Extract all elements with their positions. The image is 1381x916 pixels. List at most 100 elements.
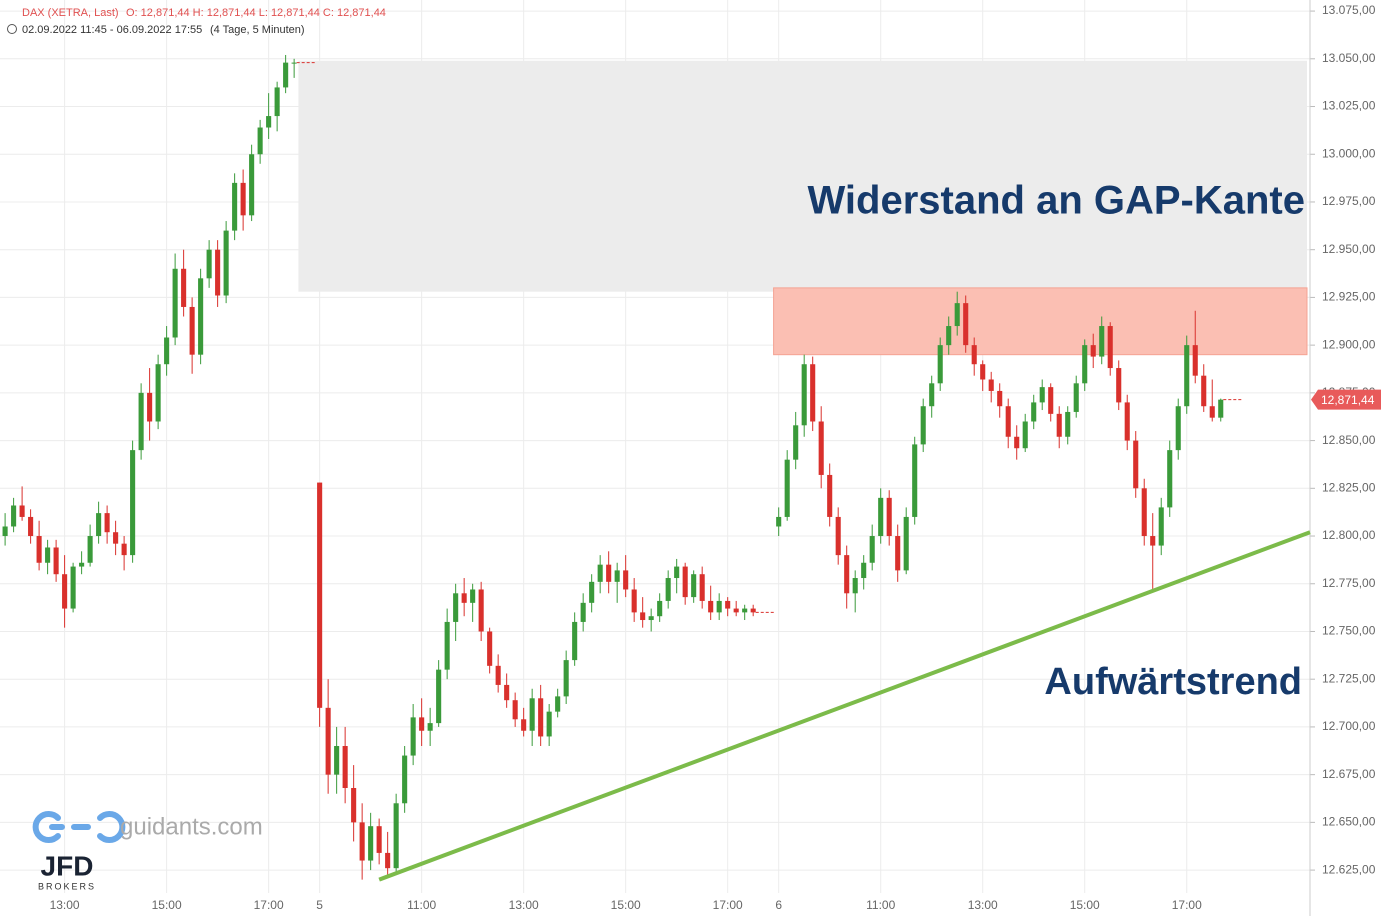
candle-body — [1082, 345, 1088, 384]
candle-body — [376, 826, 382, 853]
candle-body — [291, 62, 297, 64]
candle-body — [937, 345, 943, 384]
candle-body — [563, 660, 569, 697]
candle-body — [470, 589, 476, 603]
candle-body — [1141, 488, 1147, 537]
y-tick-label: 12.750,00 — [1322, 624, 1376, 638]
candle-body — [844, 555, 850, 594]
candle-body — [538, 698, 544, 737]
header-range: 02.09.2022 11:45 - 06.09.2022 17:55 — [22, 24, 202, 36]
candle-body — [104, 513, 110, 533]
candle-body — [53, 547, 59, 575]
candle-body — [835, 516, 841, 556]
x-tick-label: 17:00 — [1172, 898, 1202, 912]
candle-body — [521, 719, 527, 731]
candle-body — [614, 570, 620, 582]
candle-body — [869, 536, 875, 563]
candle-body — [461, 593, 467, 603]
candle-body — [206, 249, 212, 279]
candle-body — [1175, 406, 1181, 451]
y-tick-label: 12.700,00 — [1322, 719, 1376, 733]
candle-body — [1048, 387, 1054, 414]
candle-body — [427, 723, 433, 731]
zone — [298, 60, 1307, 292]
candle-body — [716, 600, 722, 613]
y-tick-label: 13.075,00 — [1322, 3, 1376, 17]
candle-body — [1099, 326, 1105, 357]
candle-body — [164, 337, 170, 365]
candle-body — [1167, 450, 1173, 508]
candle-body — [886, 497, 892, 537]
candle-body — [988, 379, 994, 391]
x-tick-label: 5 — [316, 898, 323, 912]
candle-body — [487, 631, 493, 666]
y-tick-label: 12.925,00 — [1322, 290, 1376, 304]
candle-body — [495, 665, 501, 685]
candle-body — [155, 364, 161, 422]
candle-body — [1201, 375, 1207, 407]
candle-body — [385, 852, 391, 869]
candle-body — [1116, 368, 1122, 403]
candle-body — [597, 564, 603, 582]
candle-body — [682, 566, 688, 598]
candle-body — [742, 608, 748, 613]
y-tick-label: 12.675,00 — [1322, 767, 1376, 781]
candle-body — [28, 516, 34, 537]
candle-body — [1039, 387, 1045, 403]
candle-body — [402, 755, 408, 804]
candle-body — [699, 574, 705, 601]
y-tick-label: 12.950,00 — [1322, 242, 1376, 256]
candle-body — [172, 268, 178, 338]
candle-body — [419, 717, 425, 731]
candle-body — [1090, 345, 1096, 357]
candle-body — [266, 116, 272, 128]
candle-body — [96, 513, 102, 537]
candle-body — [198, 278, 204, 355]
candle-body — [121, 543, 127, 556]
candle-body — [529, 698, 535, 731]
candle-body — [784, 459, 790, 517]
candle-body — [368, 826, 374, 861]
candle-body — [1133, 440, 1139, 489]
y-tick-label: 12.725,00 — [1322, 671, 1376, 685]
candle-body — [852, 578, 858, 594]
candle-body — [648, 616, 654, 621]
candle-body — [631, 589, 637, 613]
candle-body — [1124, 402, 1130, 441]
candle-body — [750, 608, 756, 613]
y-tick-label: 12.900,00 — [1322, 337, 1376, 351]
x-tick-label: 13:00 — [509, 898, 539, 912]
candle-body — [45, 547, 51, 563]
candle-body — [1031, 402, 1037, 422]
candle-body — [410, 717, 416, 756]
candle-body — [1014, 436, 1020, 449]
candle-body — [138, 392, 144, 451]
y-tick-label: 13.000,00 — [1322, 146, 1376, 160]
candle-body — [546, 711, 552, 737]
x-tick-label: 13:00 — [50, 898, 80, 912]
candle-body — [359, 822, 365, 861]
brand-broker-sub: BROKERS — [38, 881, 96, 891]
candle-body — [580, 602, 586, 622]
candle-body — [232, 182, 238, 231]
zone — [773, 287, 1308, 356]
candle-body — [861, 562, 867, 579]
x-tick-label: 11:00 — [407, 898, 436, 912]
candle-body — [1065, 411, 1071, 437]
candle-body — [818, 421, 824, 475]
candle-body — [1073, 383, 1079, 412]
annotation: Aufwärtstrend — [1044, 661, 1302, 703]
candle-body — [895, 536, 901, 571]
candle-body — [733, 608, 739, 613]
candle-body — [997, 390, 1003, 407]
candle-body — [1150, 536, 1156, 546]
candle-body — [691, 574, 697, 598]
candle-body — [912, 444, 918, 517]
candle-body — [512, 700, 518, 720]
candle-body — [946, 326, 952, 346]
candle-body — [87, 536, 93, 563]
candle-body — [793, 425, 799, 460]
candle-body — [665, 578, 671, 601]
x-tick-label: 13:00 — [968, 898, 998, 912]
